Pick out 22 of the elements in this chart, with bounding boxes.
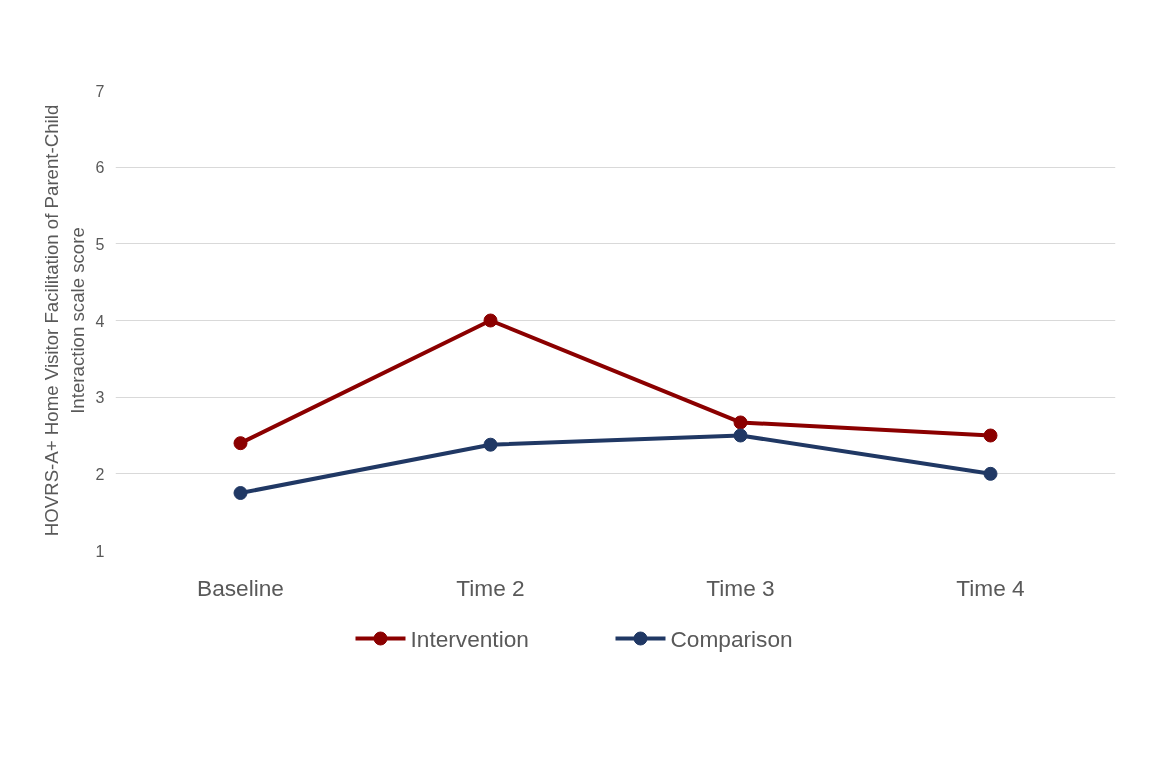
legend-label: Comparison [670, 625, 793, 652]
y-tick-label: 6 [95, 159, 105, 177]
x-tick-label: Time 2 [456, 574, 525, 601]
y-tick-label: 2 [95, 465, 105, 483]
point [733, 415, 748, 430]
y-tick-label: 7 [95, 82, 105, 100]
point [483, 437, 498, 452]
point [233, 486, 248, 500]
point [983, 466, 998, 481]
legend-label: Intervention [410, 625, 529, 652]
x-tick-label: Time 3 [706, 574, 775, 601]
point [233, 436, 248, 451]
point [983, 428, 998, 443]
y-axis-title: HOVRS-A+ Home Visitor Facilitation of Parent-Child Interaction scale score [41, 104, 88, 537]
point [483, 313, 498, 328]
x-tick-label: Time 4 [956, 574, 1025, 601]
x-tick-label: Baseline [197, 574, 284, 601]
y-tick-label: 1 [95, 542, 105, 560]
y-tick-label: 4 [95, 312, 105, 330]
y-tick-label: 3 [95, 389, 105, 407]
y-tick-label: 5 [95, 235, 105, 253]
point [733, 428, 748, 443]
